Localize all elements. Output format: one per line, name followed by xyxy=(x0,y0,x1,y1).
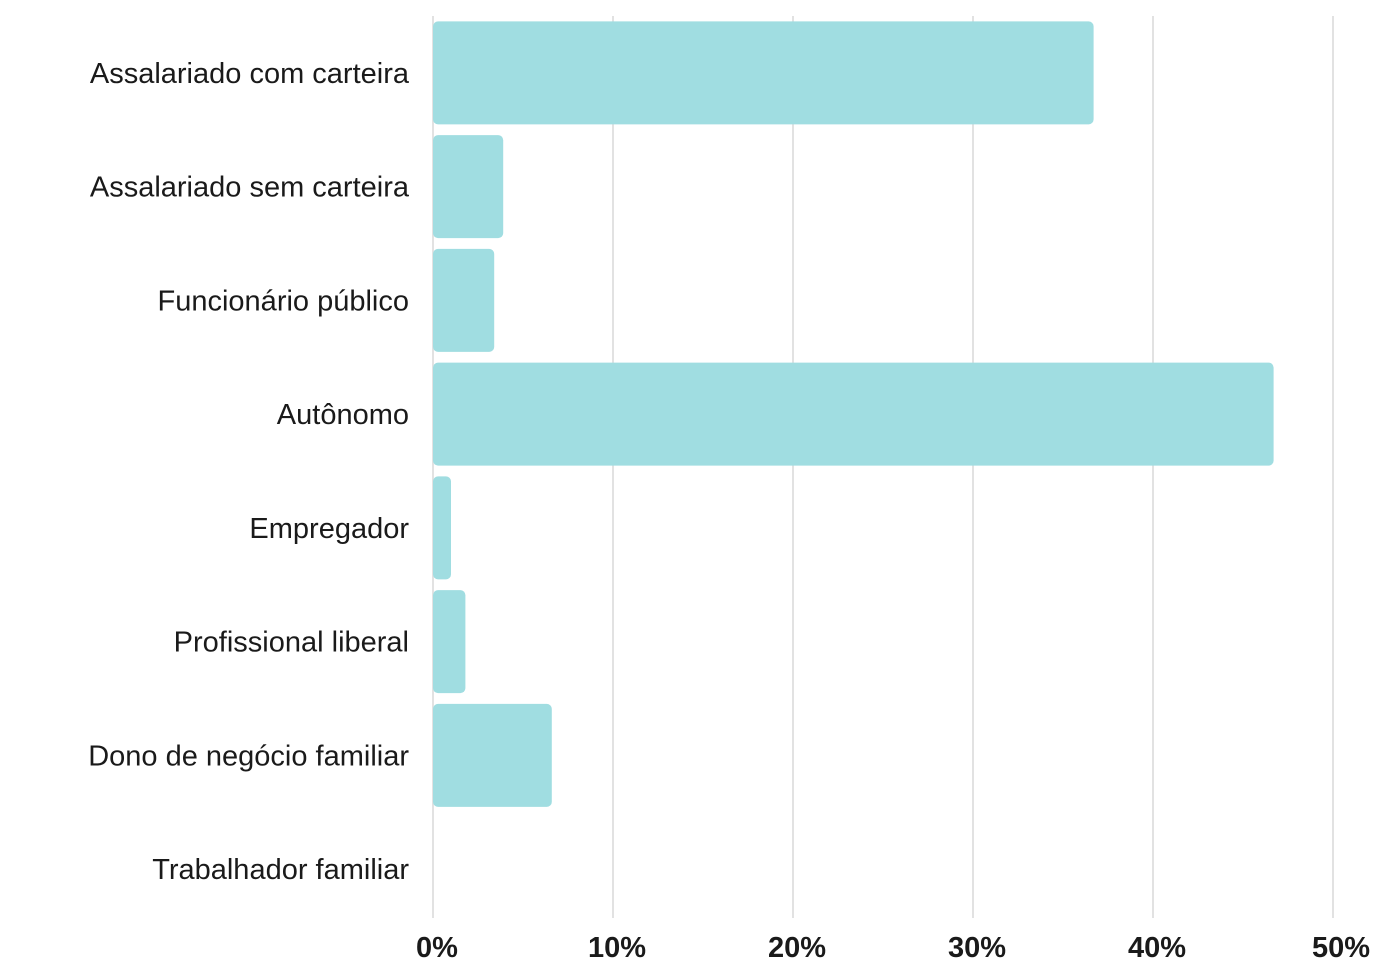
category-label: Assalariado com carteira xyxy=(90,58,410,90)
category-label: Dono de negócio familiar xyxy=(88,740,409,772)
grid-lines xyxy=(432,16,1334,918)
x-tick-label: 40% xyxy=(1128,932,1186,963)
bar xyxy=(433,590,466,694)
bar xyxy=(433,248,495,352)
x-tick-label: 0% xyxy=(416,932,458,963)
category-label: Empregador xyxy=(249,513,409,545)
category-label: Profissional liberal xyxy=(174,627,409,659)
category-label: Autônomo xyxy=(277,399,409,431)
bar xyxy=(433,362,1274,466)
bar xyxy=(433,476,451,580)
bar xyxy=(433,135,504,239)
bar xyxy=(433,703,552,807)
x-axis-tick-labels: 0% 10% 20% 30% 40% 50% xyxy=(416,932,1370,963)
bar xyxy=(433,21,1094,125)
category-label: Funcionário público xyxy=(158,285,409,317)
category-label: Assalariado sem carteira xyxy=(90,172,410,204)
x-tick-label: 30% xyxy=(948,932,1006,963)
category-labels: Assalariado com carteira Assalariado sem … xyxy=(88,58,410,886)
x-tick-label: 50% xyxy=(1312,932,1370,963)
bars xyxy=(433,21,1274,807)
x-tick-label: 20% xyxy=(768,932,826,963)
category-label: Trabalhador familiar xyxy=(152,854,409,886)
x-tick-label: 10% xyxy=(588,932,646,963)
